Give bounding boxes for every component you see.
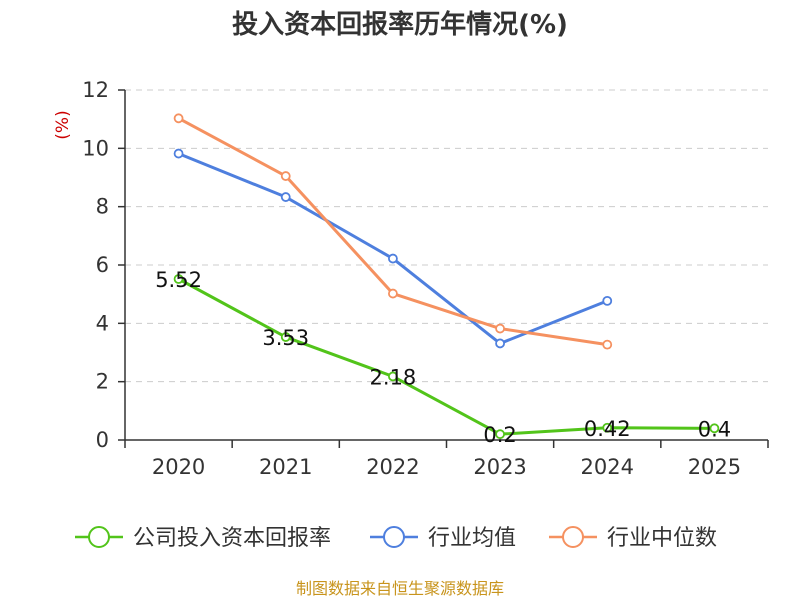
y-axis-unit-label: (%)	[53, 110, 73, 139]
series-line-2	[177, 116, 608, 347]
x-tick-label-2022: 2022	[366, 455, 419, 479]
data-point-s1-2023	[495, 338, 505, 349]
y-tick-label-8: 8	[96, 195, 109, 219]
legend-marker-2	[562, 526, 584, 548]
series-layer	[173, 113, 720, 440]
y-tick-label-6: 6	[96, 253, 109, 277]
data-point-s1-2024	[602, 295, 613, 306]
data-point-s1-2020	[173, 148, 184, 159]
data-label-2021: 3.53	[262, 326, 309, 350]
data-point-s0-2025	[709, 423, 720, 434]
chart-title: 投入资本回报率历年情况(%)	[232, 9, 568, 40]
legend-marker-0	[88, 526, 110, 548]
x-tick-label-2020: 2020	[152, 455, 205, 479]
legend: 公司投入资本回报率 行业均值 行业中位数	[75, 526, 717, 551]
data-point-s0-2020	[173, 274, 184, 284]
data-point-s2-2024	[602, 339, 613, 350]
data-label-2024: 0.42	[584, 417, 631, 441]
data-point-s2-2021	[280, 171, 291, 181]
x-tick-label-2023: 2023	[473, 455, 526, 479]
data-label-2023: 0.2	[483, 423, 516, 447]
data-label-2020: 5.52	[155, 268, 202, 292]
x-tick-label-2024: 2024	[581, 455, 634, 479]
y-tick-label-10: 10	[82, 136, 109, 160]
axes: 0 2 4 6 8 10 12 2020 2021 2022 2023 2024 2025	[82, 78, 769, 479]
legend-label-1: 行业均值	[428, 526, 516, 551]
data-point-s2-2020	[173, 113, 184, 124]
legend-label-2: 行业中位数	[607, 526, 717, 551]
legend-marker-1	[383, 526, 405, 548]
data-point-s1-2021	[280, 192, 291, 202]
data-point-s0-2023	[495, 429, 505, 440]
y-tick-label-12: 12	[82, 78, 109, 102]
data-point-s1-2022	[388, 253, 398, 264]
grid-lines	[125, 89, 768, 383]
legend-label-0: 公司投入资本回报率	[133, 526, 331, 551]
data-label-2025: 0.4	[698, 417, 731, 441]
x-tick-label-2025: 2025	[688, 455, 741, 479]
y-tick-label-2: 2	[96, 370, 109, 394]
series-line-0	[177, 277, 715, 436]
data-point-s2-2023	[495, 323, 505, 334]
y-tick-label-4: 4	[96, 311, 109, 335]
data-point-s0-2021	[280, 332, 291, 342]
data-point-s0-2022	[388, 371, 398, 382]
data-point-s0-2024	[602, 422, 613, 433]
data-label-2022: 2.18	[370, 365, 417, 389]
y-tick-label-0: 0	[96, 428, 109, 452]
x-tick-label-2021: 2021	[259, 455, 312, 479]
data-point-s2-2022	[388, 288, 398, 299]
source-note: 制图数据来自恒生聚源数据库	[296, 579, 504, 598]
data-labels: 5.52 3.53 2.18 0.2 0.42 0.4	[155, 268, 731, 447]
